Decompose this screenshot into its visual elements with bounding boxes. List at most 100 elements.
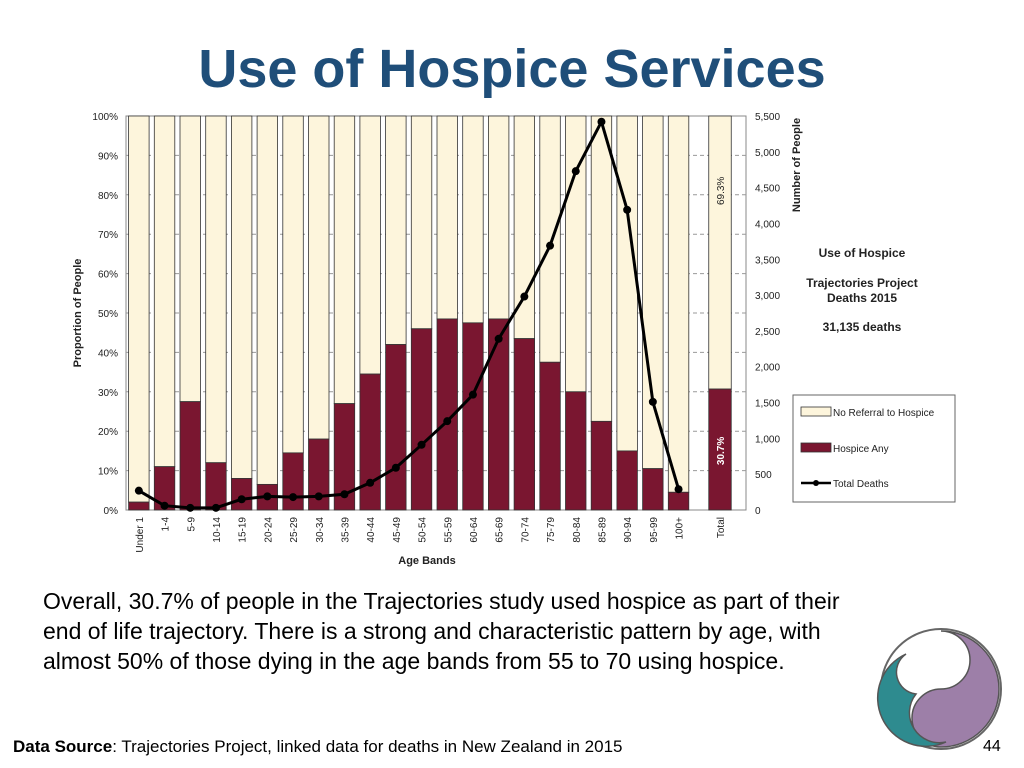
x-tick-label: Under 1 xyxy=(135,517,146,553)
bar-no-referral xyxy=(308,115,330,440)
y-tick-label: 60% xyxy=(98,270,118,281)
total-deaths-point xyxy=(186,503,195,512)
y-tick-label: 50% xyxy=(98,309,118,320)
x-tick-label: 1-4 xyxy=(161,517,172,532)
y-tick-label: 0% xyxy=(104,506,119,517)
annotation-subtitle-line1: Trajectories Project xyxy=(806,276,917,290)
y2-tick-label: 3,000 xyxy=(755,291,780,302)
bar-no-referral xyxy=(179,115,201,403)
x-tick-label: 100+ xyxy=(675,517,686,540)
total-deaths-point xyxy=(211,503,220,512)
x-tick-label: 90-94 xyxy=(623,517,634,543)
legend-label-hospice: Hospice Any xyxy=(833,444,889,455)
bar-hospice xyxy=(565,391,587,511)
annotation-count: 31,135 deaths xyxy=(823,320,902,334)
y2-tick-label: 2,000 xyxy=(755,363,780,374)
y2-tick-label: 1,500 xyxy=(755,399,780,410)
bar-no-referral xyxy=(436,115,458,320)
bar-no-referral xyxy=(230,115,253,479)
total-deaths-point xyxy=(366,478,375,487)
x-tick-label: 70-74 xyxy=(520,517,531,543)
total-deaths-point xyxy=(160,501,169,510)
bar-hospice xyxy=(128,501,150,511)
legend-label-no-referral: No Referral to Hospice xyxy=(833,408,935,419)
bar-no-referral xyxy=(333,115,356,405)
bar-no-referral xyxy=(128,115,150,503)
bar-hospice xyxy=(179,401,201,511)
y-tick-label: 40% xyxy=(98,348,118,359)
x-tick-label: 10-14 xyxy=(212,517,223,543)
total-deaths-point xyxy=(494,334,503,343)
x-tick-label-total: Total xyxy=(716,517,727,538)
total-deaths-point xyxy=(443,417,452,426)
bar-no-referral xyxy=(667,115,690,493)
x-axis-title: Age Bands xyxy=(398,555,455,567)
y2-tick-label: 3,500 xyxy=(755,255,780,266)
slide-title: Use of Hospice Services xyxy=(198,39,826,99)
y2-tick-label: 1,000 xyxy=(755,434,780,445)
bar-no-referral xyxy=(590,115,613,422)
bar-no-referral xyxy=(205,115,227,464)
total-no-referral-label: 69.3% xyxy=(716,177,727,205)
bar-hospice xyxy=(539,361,561,511)
total-deaths-point xyxy=(674,485,683,494)
x-tick-label: 95-99 xyxy=(649,517,660,543)
bar-no-referral xyxy=(153,115,176,468)
x-tick-label: 15-19 xyxy=(238,517,249,543)
bar-no-referral xyxy=(487,115,510,320)
data-source-label: Data Source xyxy=(13,737,113,756)
bar-hospice xyxy=(667,491,690,511)
legend-swatch-no-referral xyxy=(800,406,832,417)
y-axis-title: Proportion of People xyxy=(72,259,84,368)
bar-no-referral xyxy=(539,115,561,363)
bar-hospice xyxy=(436,318,458,511)
y2-tick-label: 0 xyxy=(755,506,761,517)
total-deaths-point xyxy=(391,463,400,472)
legend-swatch-hospice xyxy=(800,442,832,453)
bar-no-referral xyxy=(282,115,304,454)
total-deaths-point xyxy=(314,492,323,501)
bar-hospice xyxy=(590,420,613,511)
bar-hospice xyxy=(230,478,253,511)
y-tick-label: 90% xyxy=(98,151,118,162)
data-source-text: : Trajectories Project, linked data for … xyxy=(112,737,623,756)
x-tick-label: 30-34 xyxy=(315,517,326,543)
y2-axis-title: Number of People xyxy=(791,118,803,212)
total-hospice-label: 30.7% xyxy=(716,437,727,465)
bar-no-referral xyxy=(462,115,484,324)
y2-tick-label: 2,500 xyxy=(755,327,780,338)
total-deaths-point xyxy=(237,495,246,504)
y-tick-label: 10% xyxy=(98,467,118,478)
legend-label-total-deaths: Total Deaths xyxy=(833,479,889,490)
y-tick-label: 20% xyxy=(98,427,118,438)
bar-hospice xyxy=(487,318,510,511)
x-tick-label: 25-29 xyxy=(289,517,300,543)
total-deaths-line xyxy=(138,117,680,510)
total-deaths-point xyxy=(597,117,606,126)
bar-no-referral xyxy=(256,115,279,485)
bar-no-referral xyxy=(410,115,433,330)
total-deaths-point xyxy=(623,205,632,214)
bar-hospice xyxy=(359,373,381,511)
x-tick-label: 40-44 xyxy=(366,517,377,543)
bar-hospice xyxy=(308,438,330,511)
bar-hospice xyxy=(616,450,638,511)
y2-tick-label: 4,500 xyxy=(755,184,780,195)
y2-tick-label: 5,500 xyxy=(755,112,780,123)
total-deaths-point xyxy=(520,292,529,301)
x-tick-label: 20-24 xyxy=(263,517,274,543)
bar-hospice xyxy=(333,403,356,511)
body-text: Overall, 30.7% of people in the Trajecto… xyxy=(43,588,840,674)
y-tick-label: 30% xyxy=(98,388,118,399)
bar-hospice xyxy=(205,462,227,511)
total-deaths-point xyxy=(571,167,580,176)
bar-no-referral xyxy=(616,115,638,452)
bar-hospice xyxy=(153,466,176,511)
total-deaths-point xyxy=(289,493,298,502)
total-deaths-point xyxy=(263,492,272,501)
y-tick-label: 100% xyxy=(92,112,118,123)
x-tick-label: 80-84 xyxy=(572,517,583,543)
hospice-chart: 69.3% 30.7% 0% 10% 20% 30% 40% 50% 60% 70% 80% 90% 1… xyxy=(72,112,956,567)
y-tick-label: 80% xyxy=(98,191,118,202)
bar-hospice xyxy=(282,452,304,511)
